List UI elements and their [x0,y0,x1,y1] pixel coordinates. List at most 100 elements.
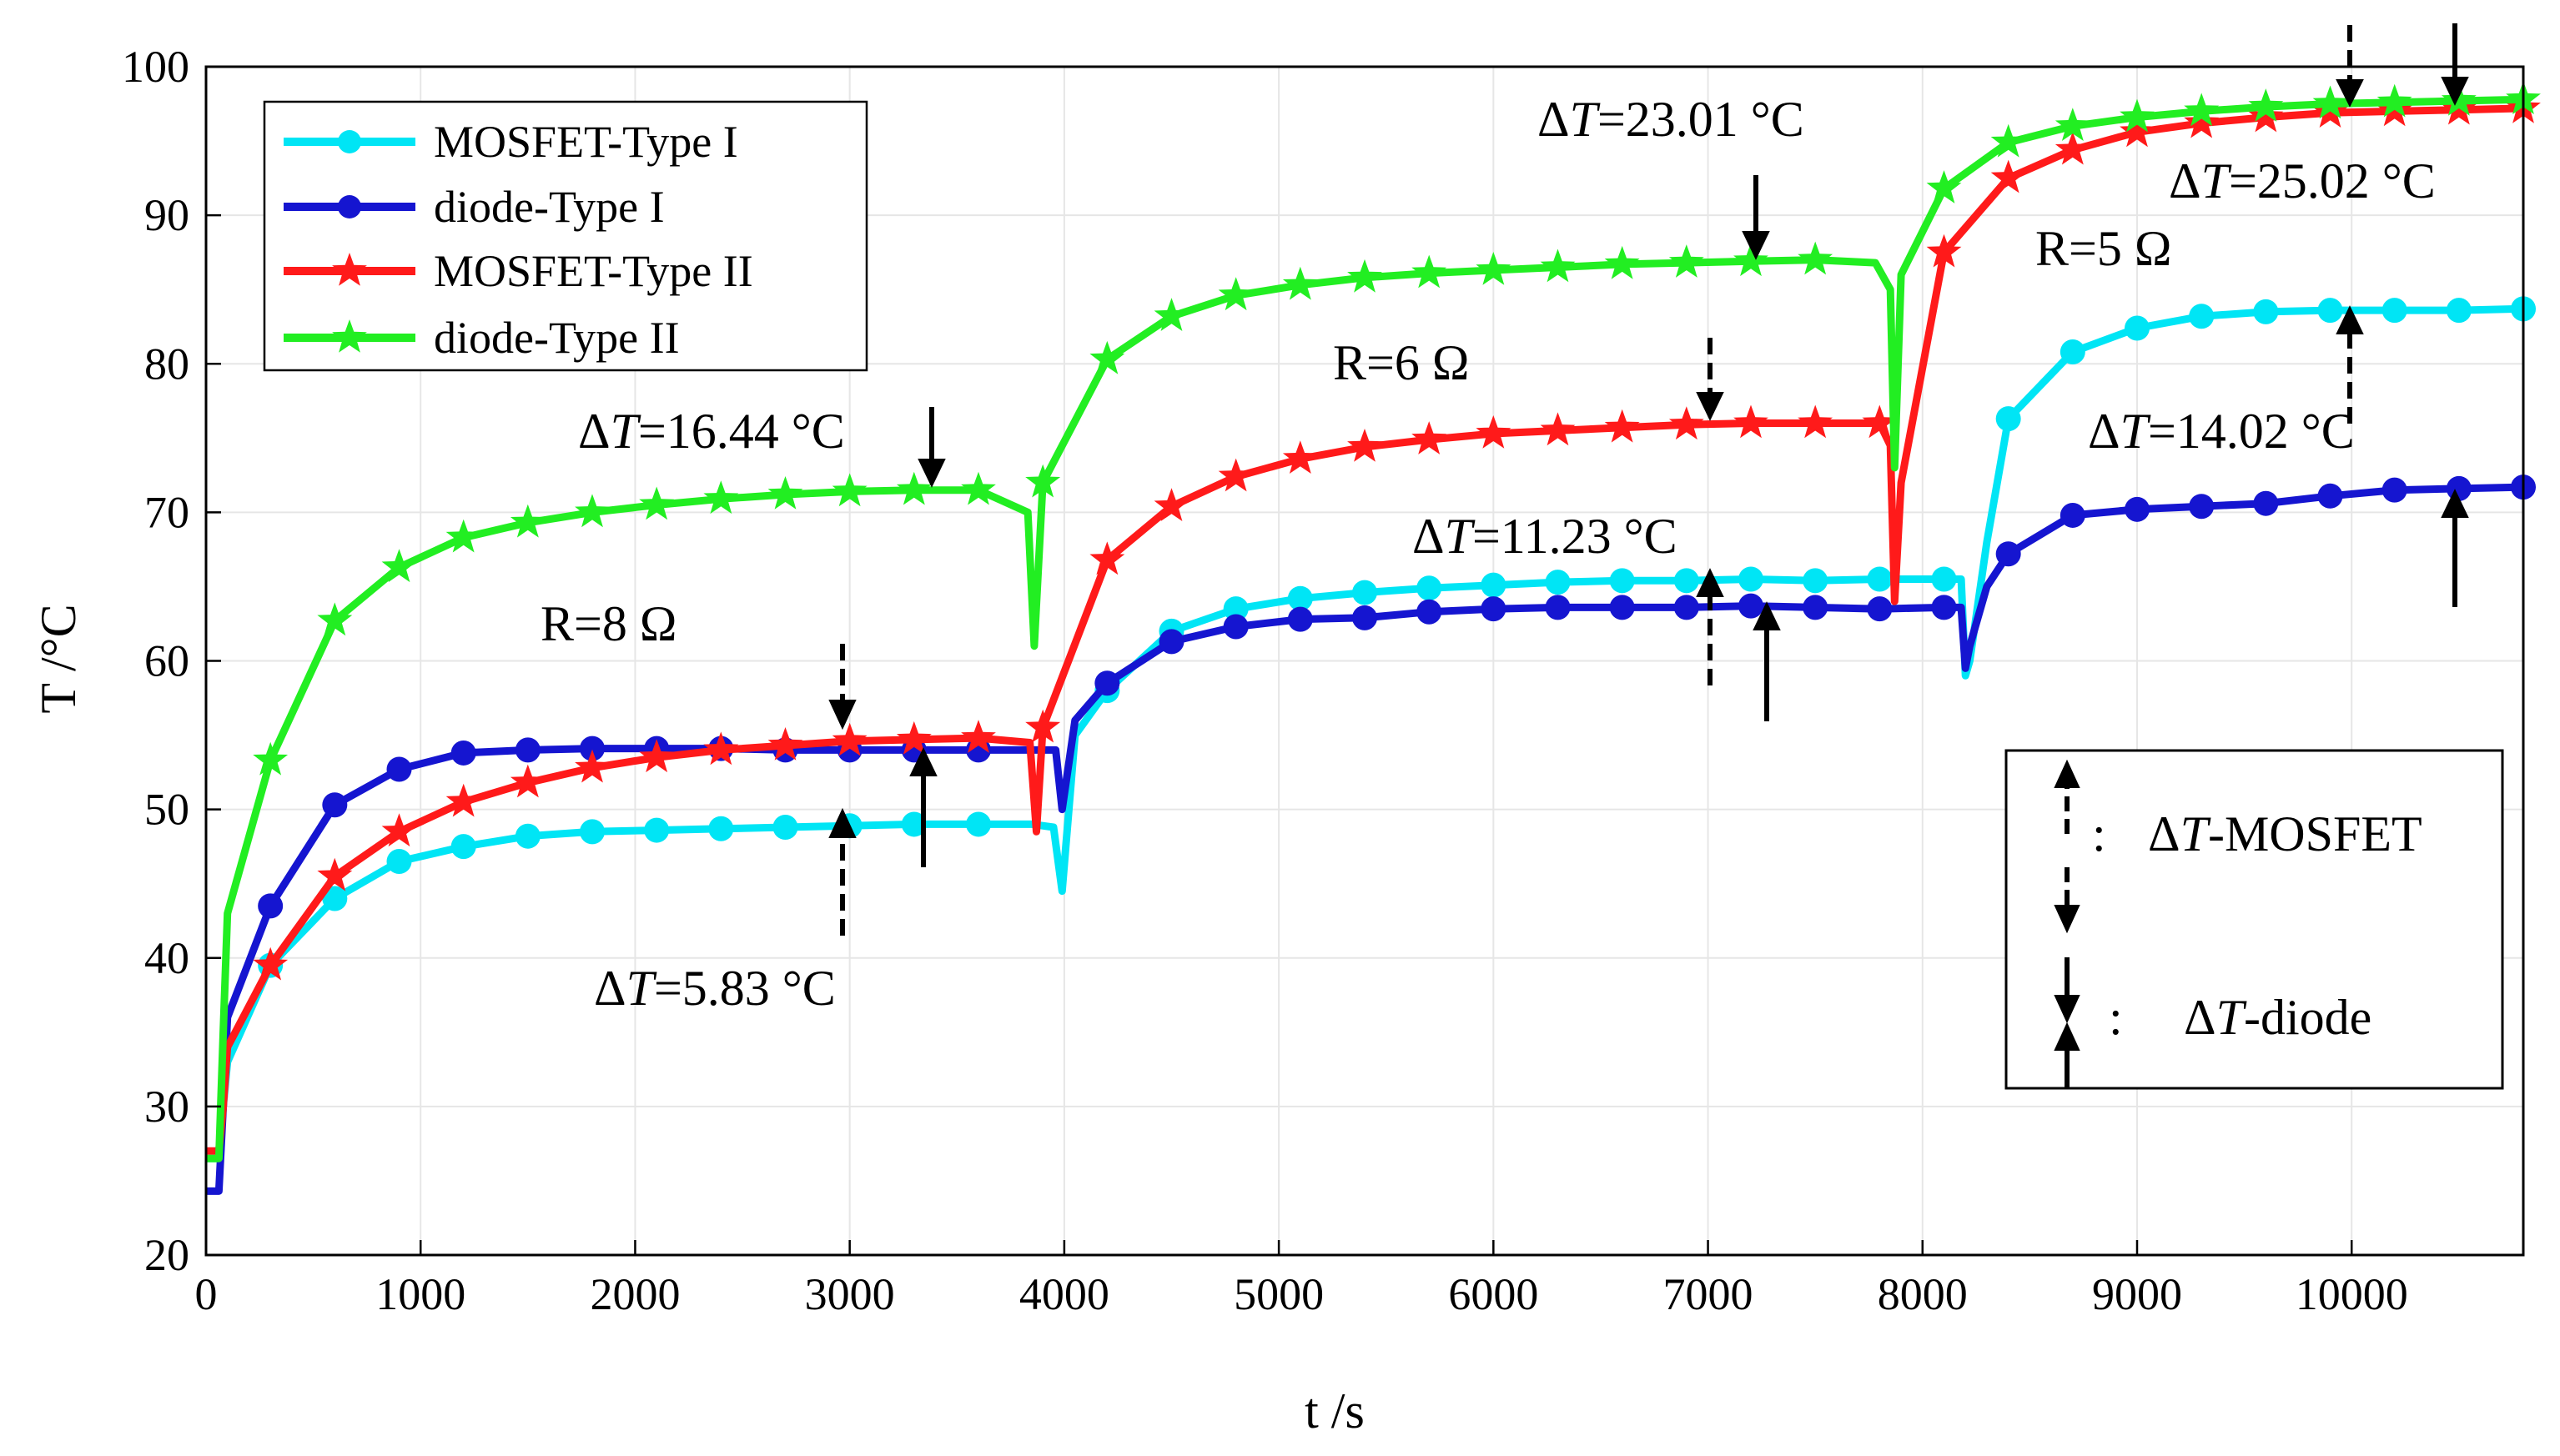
key-arrow-diode-up [2054,1022,2080,1088]
y-tick-label: 30 [144,1082,189,1132]
data-point [772,815,798,840]
data-point [2184,104,2220,138]
data-point [1609,568,1635,594]
data-point [767,476,803,510]
legend: MOSFET-Type I diode-Type I MOSFET-Type I… [263,100,868,372]
data-point [1995,541,2021,567]
data-point [961,720,996,753]
arrow-mosfet-dt-5-83-bottom [828,807,857,936]
data-point [703,731,739,766]
data-point [1025,709,1061,743]
data-point [1223,596,1249,622]
x-tick-label: 10000 [2296,1269,2408,1319]
data-point [1803,568,1828,594]
x-tick-label: 4000 [1019,1269,1109,1319]
series-mosfet-type-ii [206,89,2541,1155]
annotation-dt-23-01: ΔT=23.01 °C [1537,92,1804,147]
x-axis-label: t /s [1305,1383,1365,1438]
data-point [1223,614,1249,640]
data-point [1926,170,1962,203]
data-point [1476,415,1511,449]
data-point [2120,113,2155,148]
data-point [450,740,476,766]
data-point [2248,98,2284,133]
data-point [639,486,675,520]
x-tick-label: 6000 [1448,1269,1538,1319]
data-point [1154,298,1189,331]
data-point [1668,244,1704,278]
svg-text:MOSFET-Type II: MOSFET-Type II [434,246,753,296]
data-point [1282,440,1318,474]
data-point [1025,464,1061,498]
plot-frame [204,65,2525,1257]
data-point [901,811,927,837]
data-point [317,602,353,636]
y-tick-label: 80 [144,339,189,389]
annotation-r5: R=5 Ω [2035,221,2171,276]
data-point [1738,593,1763,619]
data-point [1803,595,1828,620]
series-diode-type-ii [206,81,2541,1162]
data-point [317,857,353,891]
data-point [1738,566,1763,592]
data-point [1218,458,1254,492]
data-point [2317,483,2343,509]
data-point [644,817,670,843]
data-point [1352,580,1377,605]
arrow-key-box: : ΔT-MOSFET : ΔT-diode [2004,749,2504,1090]
x-tick-label: 1000 [375,1269,465,1319]
svg-text:diode-Type II: diode-Type II [434,313,680,363]
data-point [386,848,412,874]
key-arrow-mosfet-up [2054,759,2080,834]
y-tick-label: 90 [144,190,189,240]
svg-text:diode-Type I: diode-Type I [434,182,665,232]
data-point [386,756,412,782]
key-diode-label: ΔT-diode [2184,990,2371,1045]
data-point [258,893,284,919]
data-point [1416,575,1442,601]
data-point [966,811,991,837]
legend-item-diode-type-i: diode-Type I [284,182,665,232]
annotation-dt-14-02: ΔT=14.02 °C [2088,404,2355,459]
y-tick-label: 50 [144,785,189,835]
x-tick-label: 0 [195,1269,218,1319]
annotation-dt-11-23: ΔT=11.23 °C [1412,509,1677,564]
data-point [767,727,803,761]
data-point [1673,568,1699,594]
data-point [2060,502,2085,528]
data-point [1931,566,1957,592]
series-mosfet-type-i [206,296,2536,1162]
arrow-mosfet-dt-25-02 [2336,25,2364,108]
data-point [253,741,289,776]
annotation-dt-5-83: ΔT=5.83 °C [594,961,836,1016]
data-point [1287,606,1313,632]
data-point [1862,404,1898,439]
data-point [2381,477,2407,503]
data-point [2317,298,2343,324]
data-point [381,549,417,583]
key-arrow-diode-down [2054,957,2080,1024]
data-point [1990,123,2026,158]
data-point [1798,404,1833,439]
data-point [1218,277,1254,311]
data-point [1481,596,1506,622]
arrow-mosfet-dt-5-83-top [828,644,857,731]
arrow-mosfet-dt-11-23-bottom [1696,568,1724,685]
x-tick-label: 9000 [2092,1269,2182,1319]
arrow-diode-dt-16-44 [918,407,946,488]
data-point [1668,406,1704,440]
legend-item-diode-type-ii: diode-Type II [284,313,680,363]
data-point [1798,241,1833,275]
data-point [1733,243,1768,277]
data-point [1867,596,1893,622]
data-point [639,739,675,773]
data-point [2253,490,2279,516]
data-point [322,886,348,911]
data-point [832,473,868,507]
data-point [1673,595,1699,620]
annotation-dt-16-44: ΔT=16.44 °C [578,404,845,459]
data-point [2125,315,2150,341]
data-point [1347,429,1382,462]
data-point [2381,298,2407,324]
arrow-mosfet-dt-11-23-top [1696,338,1724,421]
